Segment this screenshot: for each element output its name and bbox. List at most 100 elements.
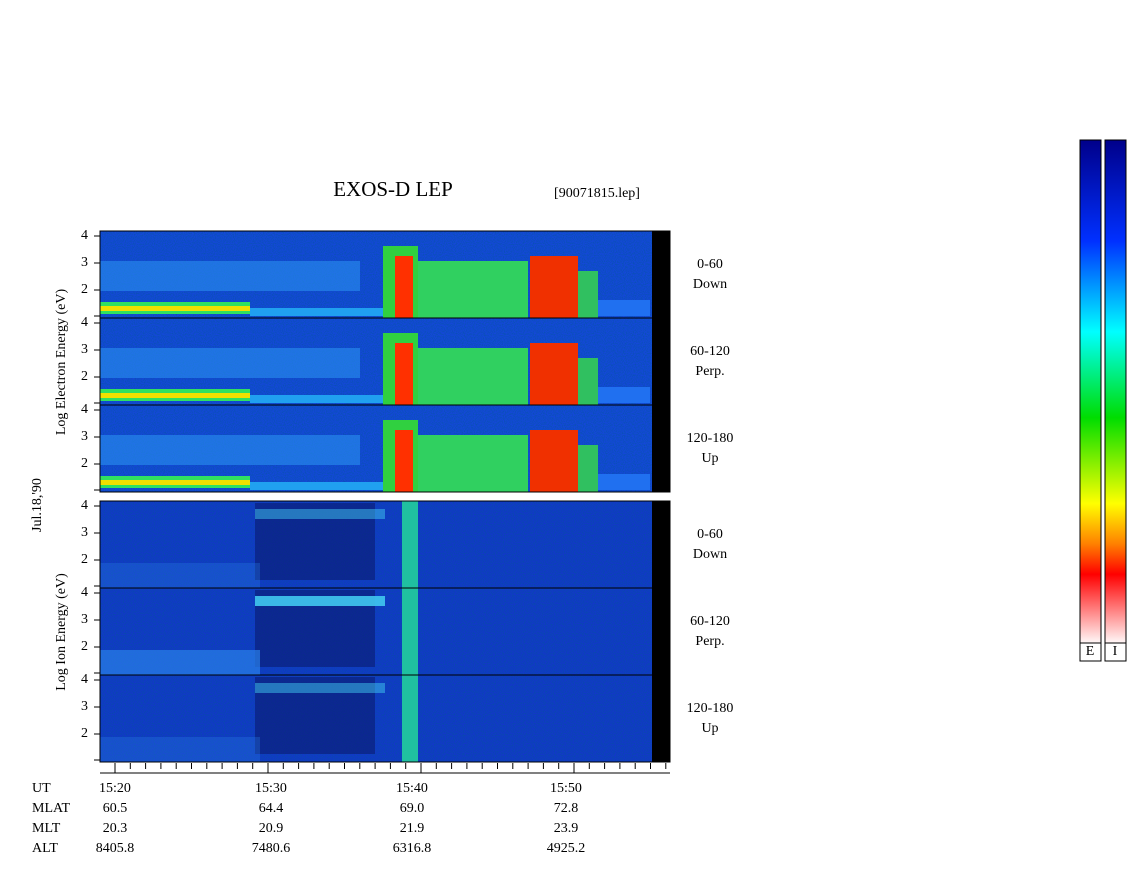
ephemeris-value: 6316.8: [393, 841, 432, 856]
y-tick-label: 3: [81, 429, 88, 444]
data-gap: [652, 231, 670, 318]
ephemeris-name: UT: [32, 781, 51, 796]
ephemeris-value: 4925.2: [547, 841, 586, 856]
colorbar: [1079, 139, 1102, 646]
feature: [598, 474, 650, 490]
ephemeris-value: 20.3: [103, 821, 128, 836]
ephemeris-value: 7480.6: [252, 841, 291, 856]
title: EXOS-D LEP: [333, 177, 453, 201]
ephemeris-value: 20.9: [259, 821, 284, 836]
ephemeris-value: 15:30: [255, 781, 287, 796]
ephemeris-value: 15:20: [99, 781, 131, 796]
pitch-label: 120-180: [687, 701, 734, 716]
feature: [530, 343, 578, 405]
panel-frame: [99, 674, 671, 763]
y-tick-label: 3: [81, 699, 88, 714]
data-gap: [652, 588, 670, 675]
electron-axis-label: Log Electron Energy (eV): [54, 289, 69, 436]
feature: [250, 395, 385, 403]
feature: [250, 482, 385, 490]
ephemeris-value: 8405.8: [96, 841, 135, 856]
y-tick-label: 4: [81, 672, 88, 687]
colorbar-label-box: [1079, 642, 1102, 662]
ephemeris-value: 72.8: [554, 801, 579, 816]
feature: [530, 430, 578, 492]
y-tick-label: 2: [81, 369, 88, 384]
feature: [418, 435, 528, 492]
y-tick-label: 2: [81, 639, 88, 654]
feature: [100, 435, 360, 465]
feature: [100, 737, 260, 762]
feature: [100, 563, 260, 588]
ephemeris-value: 15:50: [550, 781, 582, 796]
y-tick-label: 4: [81, 228, 88, 243]
feature: [530, 256, 578, 318]
y-tick-label: 4: [81, 585, 88, 600]
y-tick-label: 3: [81, 342, 88, 357]
direction-label: Perp.: [695, 634, 724, 649]
feature: [402, 675, 418, 762]
y-tick-label: 3: [81, 612, 88, 627]
feature: [395, 430, 413, 492]
feature: [578, 445, 598, 492]
colorbar-label-box: [1104, 642, 1127, 662]
y-tick-label: 2: [81, 726, 88, 741]
feature: [578, 358, 598, 405]
y-tick-label: 4: [81, 315, 88, 330]
panel-frame: [99, 404, 671, 493]
ephemeris-value: 23.9: [554, 821, 579, 836]
feature: [598, 300, 650, 316]
data-gap: [652, 405, 670, 492]
feature: [395, 256, 413, 318]
ephemeris-value: 60.5: [103, 801, 128, 816]
feature: [578, 271, 598, 318]
feature: [100, 650, 260, 675]
ephemeris-name: ALT: [32, 841, 58, 856]
direction-label: Up: [701, 721, 718, 736]
y-tick-label: 4: [81, 498, 88, 513]
feature: [255, 683, 385, 693]
ephemeris-value: 15:40: [396, 781, 428, 796]
ephemeris-value: 64.4: [259, 801, 284, 816]
colorbar-label: I: [1113, 644, 1118, 659]
pitch-label: 120-180: [687, 431, 734, 446]
data-gap: [652, 675, 670, 762]
feature: [100, 393, 250, 398]
pitch-label: 60-120: [690, 344, 730, 359]
feature: [100, 348, 360, 378]
data-gap: [652, 318, 670, 405]
y-tick-label: 2: [81, 552, 88, 567]
feature: [418, 348, 528, 405]
feature: [255, 596, 385, 606]
feature: [100, 261, 360, 291]
feature: [402, 588, 418, 675]
ion-axis-label: Log Ion Energy (eV): [54, 573, 69, 691]
ephemeris-name: MLAT: [32, 801, 71, 816]
y-tick-label: 2: [81, 282, 88, 297]
colorbar: [1104, 139, 1127, 646]
pitch-label: 60-120: [690, 614, 730, 629]
y-tick-label: 3: [81, 525, 88, 540]
data-gap: [652, 501, 670, 588]
direction-label: Perp.: [695, 364, 724, 379]
ephemeris-value: 21.9: [400, 821, 425, 836]
y-tick-label: 4: [81, 402, 88, 417]
feature: [395, 343, 413, 405]
y-tick-label: 2: [81, 456, 88, 471]
direction-label: Up: [701, 451, 718, 466]
file-name: [90071815.lep]: [554, 186, 640, 201]
ephemeris-name: MLT: [32, 821, 61, 836]
y-tick-label: 3: [81, 255, 88, 270]
feature: [418, 261, 528, 318]
pitch-label: 0-60: [697, 527, 723, 542]
ephemeris-value: 69.0: [400, 801, 425, 816]
direction-label: Down: [693, 277, 727, 292]
feature: [100, 306, 250, 311]
pitch-label: 0-60: [697, 257, 723, 272]
feature: [250, 308, 385, 316]
feature: [100, 480, 250, 485]
feature: [598, 387, 650, 403]
colorbar-label: E: [1086, 644, 1095, 659]
feature: [402, 501, 418, 588]
